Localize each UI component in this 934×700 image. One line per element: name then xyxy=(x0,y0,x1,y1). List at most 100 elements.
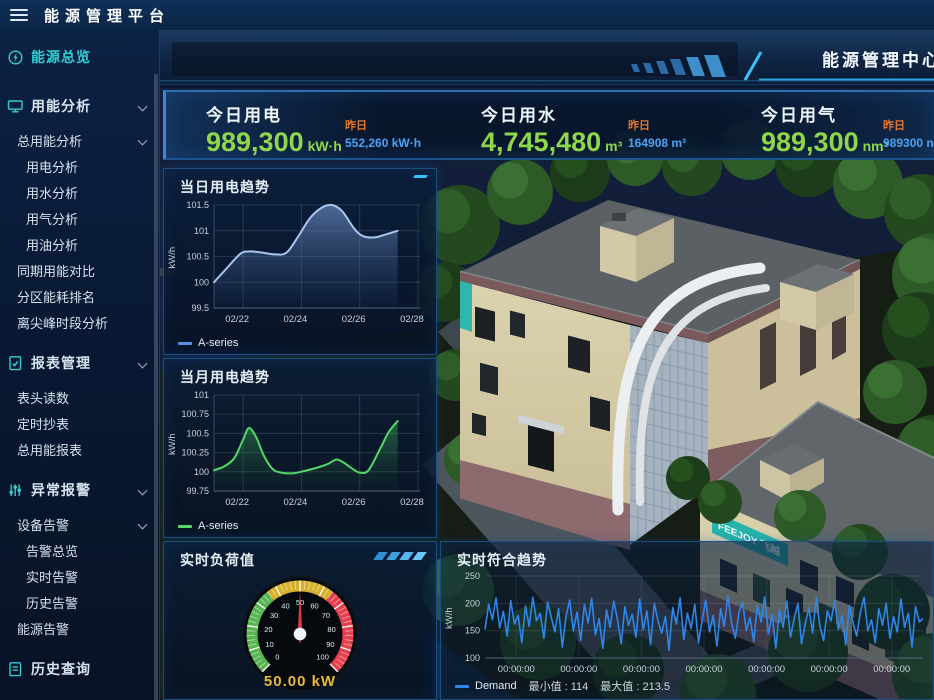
sidebar-item-label: 告警总览 xyxy=(26,543,79,559)
chevron-down-icon xyxy=(137,135,148,145)
sidebar-item-label: 用电分析 xyxy=(26,159,79,175)
svg-text:02/28: 02/28 xyxy=(400,497,424,508)
sidebar-item-20[interactable]: 历史查询 xyxy=(0,648,159,690)
sidebar-item-8[interactable]: 分区能耗排名 xyxy=(0,283,159,309)
legend-a-series[interactable]: A-series xyxy=(178,337,238,349)
stat-value: 4,745,480 xyxy=(481,127,602,157)
svg-text:100.25: 100.25 xyxy=(181,448,209,458)
sidebar-item-17[interactable]: 实时告警 xyxy=(0,563,159,589)
sidebar-item-18[interactable]: 历史告警 xyxy=(0,589,159,615)
panel-monthly-power-trend: 当月用电趋势 99.75 100 100.25 100.5 100.75 101 02/22… xyxy=(163,358,437,538)
slash-decoration-icon xyxy=(372,552,427,560)
legend-dash-icon xyxy=(178,524,192,528)
panel-title: 实时负荷值 xyxy=(180,551,255,568)
svg-text:100.5: 100.5 xyxy=(186,428,209,438)
svg-text:90: 90 xyxy=(326,640,334,649)
main-area: FEEJOY 飞越 能源管理中心 xyxy=(160,30,934,700)
stat-today-water: 今日用水 4,745,480 m³ xyxy=(481,106,623,157)
sidebar-item-11[interactable]: 表头读数 xyxy=(0,384,159,410)
sidebar-item-5[interactable]: 用气分析 xyxy=(0,205,159,231)
daily-power-chart: 99.5 100 100.5 101 101.5 02/22 02/24 02/26 02/28… xyxy=(167,200,424,325)
sidebar-scrollbar[interactable] xyxy=(154,74,158,700)
chevron-down-icon xyxy=(137,101,148,111)
svg-text:60: 60 xyxy=(310,601,318,610)
demand-trend-chart: 100 150 200 250 00:00:00 00:00:00 00:00:00 00:0… xyxy=(444,571,924,675)
sidebar-item-16[interactable]: 告警总览 xyxy=(0,537,159,563)
svg-text:20: 20 xyxy=(264,625,272,634)
chevron-down-icon xyxy=(137,358,148,368)
svg-text:kW/h: kW/h xyxy=(444,607,455,629)
page-title: 能源管理中心 xyxy=(822,51,934,70)
sidebar-item-label: 设备告警 xyxy=(17,517,70,533)
svg-text:00:00:00: 00:00:00 xyxy=(686,664,723,675)
sidebar-item-3[interactable]: 用电分析 xyxy=(0,153,159,179)
legend-dash-icon xyxy=(178,341,192,345)
sidebar-item-label: 能源告警 xyxy=(17,621,70,637)
svg-text:100: 100 xyxy=(465,653,480,663)
svg-text:100.75: 100.75 xyxy=(181,409,209,419)
sidebar-item-label: 总用能分析 xyxy=(17,133,83,149)
min-value-label: 最小值 : 114 xyxy=(528,681,589,693)
sidebar-menu: 能源总览用能分析总用能分析用电分析用水分析用气分析用油分析同期用能对比 分区能耗排… xyxy=(0,36,159,690)
svg-text:10: 10 xyxy=(265,640,273,649)
sidebar-item-14[interactable]: 异常报警 xyxy=(0,469,159,511)
report-icon xyxy=(9,355,22,370)
svg-text:100: 100 xyxy=(316,653,329,662)
sidebar-item-label: 报表管理 xyxy=(31,355,91,371)
svg-text:100: 100 xyxy=(194,467,209,477)
legend-a-series[interactable]: A-series xyxy=(178,520,238,532)
stat-value: 989,300 xyxy=(761,127,859,157)
svg-text:kW/h: kW/h xyxy=(167,247,178,269)
panel-daily-power-trend: 当日用电趋势 99.5 100 100.5 101 101.5 02/22 02/24 02/… xyxy=(163,168,437,355)
panel-demand-trend: 实时符合趋势 100 150 200 250 00:00:00 00:00:00 00:00… xyxy=(440,541,934,700)
stats-bar: 今日用电 989,300 kW·h 昨日 552,260 kW·h 今日用水 4,… xyxy=(163,90,934,160)
monthly-power-chart: 99.75 100 100.25 100.5 100.75 101 02/22 02/24 02… xyxy=(167,390,424,508)
gauge-value: 50.00 kW xyxy=(263,673,337,690)
legend-demand[interactable]: Demand 最小值 : 114 最大值 : 213.5 xyxy=(455,678,670,694)
svg-text:100: 100 xyxy=(194,277,209,287)
svg-text:02/24: 02/24 xyxy=(284,314,308,325)
sidebar-item-10[interactable]: 报表管理 xyxy=(0,342,159,384)
sidebar-item-7[interactable]: 同期用能对比 xyxy=(0,257,159,283)
app-title: 能源管理平台 xyxy=(44,7,171,25)
sidebar-item-0[interactable]: 能源总览 xyxy=(0,36,159,78)
sidebar-item-label: 定时抄表 xyxy=(17,416,70,432)
svg-text:70: 70 xyxy=(322,611,330,620)
sidebar-item-label: 用水分析 xyxy=(26,185,79,201)
load-gauge: 0102030405060708090100 xyxy=(242,576,358,692)
sidebar-item-6[interactable]: 用油分析 xyxy=(0,231,159,257)
stat-today-electricity: 今日用电 989,300 kW·h xyxy=(206,106,342,157)
sidebar-item-19[interactable]: 能源告警 xyxy=(0,615,159,641)
sidebar-item-15[interactable]: 设备告警 xyxy=(0,511,159,537)
panel-title: 当月用电趋势 xyxy=(180,368,270,385)
svg-text:80: 80 xyxy=(327,625,335,634)
sidebar: 能源总览用能分析总用能分析用电分析用水分析用气分析用油分析同期用能对比 分区能耗排… xyxy=(0,30,160,700)
panel-title: 实时符合趋势 xyxy=(457,551,547,568)
svg-text:99.5: 99.5 xyxy=(191,303,209,313)
sidebar-item-label: 能源总览 xyxy=(31,49,91,65)
sidebar-item-label: 用能分析 xyxy=(31,98,91,114)
svg-text:101: 101 xyxy=(194,226,209,236)
sidebar-item-label: 异常报警 xyxy=(31,482,91,498)
sidebar-item-12[interactable]: 定时抄表 xyxy=(0,410,159,436)
history-icon xyxy=(9,661,22,676)
sidebar-item-1[interactable]: 用能分析 xyxy=(0,85,159,127)
sidebar-item-9[interactable]: 离尖峰时段分析 xyxy=(0,309,159,335)
svg-text:200: 200 xyxy=(465,598,480,608)
sidebar-item-label: 用油分析 xyxy=(26,237,79,253)
sidebar-item-4[interactable]: 用水分析 xyxy=(0,179,159,205)
monitor-icon xyxy=(7,99,23,113)
svg-text:00:00:00: 00:00:00 xyxy=(748,664,785,675)
svg-text:02/24: 02/24 xyxy=(284,497,308,508)
sidebar-item-2[interactable]: 总用能分析 xyxy=(0,127,159,153)
hamburger-menu-icon[interactable] xyxy=(10,6,28,24)
svg-text:02/22: 02/22 xyxy=(225,314,249,325)
sidebar-item-label: 总用能报表 xyxy=(17,442,83,458)
svg-text:101: 101 xyxy=(194,390,209,400)
stat-yesterday-gas: 昨日 989300 nm³ xyxy=(883,120,934,150)
svg-text:00:00:00: 00:00:00 xyxy=(560,664,597,675)
svg-text:02/22: 02/22 xyxy=(225,497,249,508)
alarm-icon xyxy=(9,484,21,496)
sidebar-item-13[interactable]: 总用能报表 xyxy=(0,436,159,462)
svg-text:kW/h: kW/h xyxy=(167,433,178,455)
